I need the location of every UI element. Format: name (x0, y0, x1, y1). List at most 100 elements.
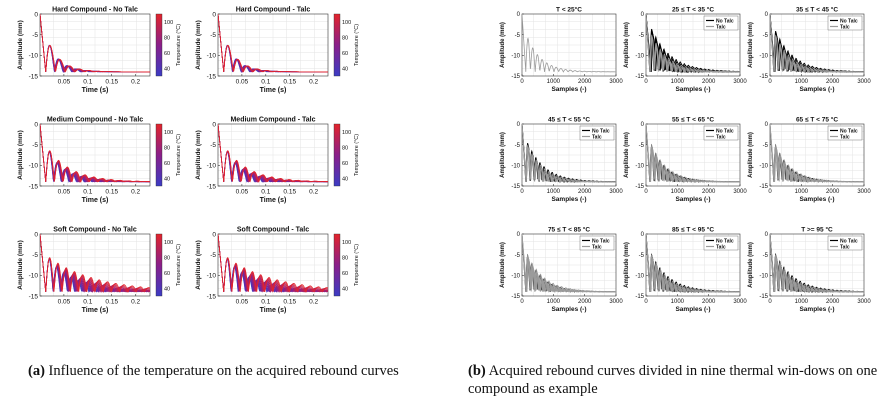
chart-b-3-legend-label: No Talc (840, 18, 858, 24)
chart-a-6-colorbar-label: Temperature (°C) (354, 244, 360, 286)
chart-a-5-xtick-label: 0.15 (105, 299, 118, 306)
chart-a-1-colorbar-label: Temperature (°C) (176, 24, 182, 66)
chart-a-2-colorbar (333, 13, 341, 77)
chart-a-3-title: Medium Compound - No Talc (47, 117, 143, 124)
chart-b-8-legend-label: Talc (716, 244, 726, 250)
chart-a-1-colorbar-tick: 100 (164, 20, 173, 26)
chart-a-2-colorbar-label: Temperature (°C) (354, 24, 360, 66)
caption-a-text: Influence of the temperature on the acqu… (48, 363, 399, 379)
chart-b-4-ytick-label: -5 (515, 143, 521, 149)
chart-b-8-ylabel: Amplitude (mm) (624, 242, 630, 288)
chart-a-6-colorbar-tick: 80 (342, 255, 348, 261)
chart-b-5-ytick-label: 0 (641, 122, 645, 128)
chart-b-8-legend-label: No Talc (716, 238, 734, 244)
chart-a-6-xtick-label: 0.05 (236, 299, 249, 306)
chart-a-1-curves (40, 14, 150, 74)
chart-b-2-xtick-label: 2000 (702, 79, 716, 85)
chart-b-6-xtick-label: 2000 (826, 189, 840, 195)
chart-b-8-ytick-label: -5 (639, 253, 645, 259)
chart-b-4-legend-label: Talc (592, 134, 602, 140)
chart-a-6-xtick-label: 0.1 (261, 299, 270, 306)
caption-a-label: (a) (28, 363, 45, 379)
chart-b-3-xtick-label: 2000 (826, 79, 840, 85)
chart-a-5-xlabel: Time (s) (82, 307, 109, 314)
chart-b-2-frame (645, 13, 741, 77)
chart-a-5-curves (40, 234, 150, 294)
chart-b-5-curves (646, 124, 740, 184)
chart-a-5-ytick-label: 0 (34, 231, 38, 238)
chart-b-7-ytick-label: -10 (511, 273, 520, 279)
chart-a-5-colorbar (155, 233, 163, 297)
chart-a-3-ytick-label: -5 (32, 142, 38, 149)
chart-a-1-ytick-label: -5 (32, 32, 38, 39)
chart-b-7-ylabel: Amplitude (mm) (500, 242, 506, 288)
caption-b-text: Acquired rebound curves divided in nine … (468, 363, 878, 397)
chart-b-5-frame (645, 123, 741, 187)
chart-a-6-curve (218, 234, 328, 294)
chart-a-3-curves (40, 124, 150, 183)
chart-b-6-ytick-label: -10 (759, 163, 768, 169)
chart-a-4-ytick-label: -10 (207, 163, 217, 170)
chart-a-5-ylabel: Amplitude (mm) (17, 240, 24, 289)
chart-a-1-title: Hard Compound - No Talc (52, 7, 138, 14)
chart-b-4-xlabel: Samples (-) (551, 196, 586, 203)
chart-a-3-ytick-label: -10 (29, 163, 39, 170)
chart-b-5-ytick-label: -5 (639, 143, 645, 149)
caption-b-label: (b) (468, 363, 486, 379)
chart-a-4-colorbar-tick: 80 (342, 145, 348, 151)
chart-a-2-ytick-label: 0 (212, 11, 216, 18)
chart-a-6-ylabel: Amplitude (mm) (195, 240, 202, 289)
chart-a-4-curve (218, 124, 328, 183)
chart-b-9-ylabel: Amplitude (mm) (748, 242, 754, 288)
chart-a-2-title: Hard Compound - Talc (236, 7, 311, 14)
chart-b-3-ytick-label: 0 (765, 12, 769, 18)
chart-a-6-xtick-label: 0.2 (309, 299, 318, 306)
chart-b-5-legend-label: Talc (716, 134, 726, 140)
chart-a-4-ytick-label: -5 (210, 142, 216, 149)
chart-b-1-xlabel: Samples (-) (551, 86, 586, 93)
chart-b-4-xtick-label: 3000 (609, 189, 623, 195)
caption-a: (a) Influence of the temperature on the … (28, 362, 428, 380)
chart-a-6-colorbar-tick: 40 (342, 286, 348, 292)
chart-b-2-ytick-label: -10 (635, 53, 644, 59)
chart-a-2-frame (217, 13, 329, 77)
chart-b-4-series-talc (522, 124, 616, 183)
chart-b-7-xtick-label: 2000 (578, 299, 592, 305)
chart-b-5-ytick-label: -10 (635, 163, 644, 169)
chart-b-4-legend-label: No Talc (592, 128, 610, 134)
chart-a-3-xtick-label: 0.2 (131, 189, 140, 196)
chart-b-3-frame (769, 13, 865, 77)
chart-b-9-ytick-label: -10 (759, 273, 768, 279)
chart-a-1-frame (39, 13, 151, 77)
chart-b-2-xtick-label: 1000 (671, 79, 685, 85)
chart-a-6: 0 -5 -10 -15 0.05 0.1 0.15 0.2 Soft Compound - T… (195, 227, 360, 315)
chart-a-2-xtick-label: 0.15 (283, 79, 296, 86)
chart-b-1-xtick-label: 2000 (578, 79, 592, 85)
chart-b-5-xtick-label: 0 (644, 189, 648, 195)
chart-b-9-xtick-label: 2000 (826, 299, 840, 305)
chart-b-7-frame (521, 233, 617, 297)
chart-b-6-xtick-label: 0 (768, 189, 772, 195)
chart-b-6-legend-label: No Talc (840, 128, 858, 134)
chart-a-6-curves (218, 234, 328, 294)
chart-b-1-xtick-label: 0 (520, 79, 524, 85)
chart-a-2-ytick-label: -5 (210, 32, 216, 39)
chart-b-4-xtick-label: 0 (520, 189, 524, 195)
chart-b-2-legend-label: Talc (716, 24, 726, 30)
chart-a-5-colorbar-tick: 40 (164, 286, 170, 292)
chart-a-5-colorbar-tick: 60 (164, 271, 170, 277)
chart-b-5-ytick-label: -15 (635, 184, 644, 190)
chart-b-1-title: T < 25°C (556, 6, 582, 14)
chart-b-8-xlabel: Samples (-) (675, 306, 710, 313)
chart-b-8-ytick-label: 0 (641, 232, 645, 238)
chart-b-9-ytick-label: -15 (759, 294, 768, 300)
chart-b-8-xtick-label: 2000 (702, 299, 716, 305)
